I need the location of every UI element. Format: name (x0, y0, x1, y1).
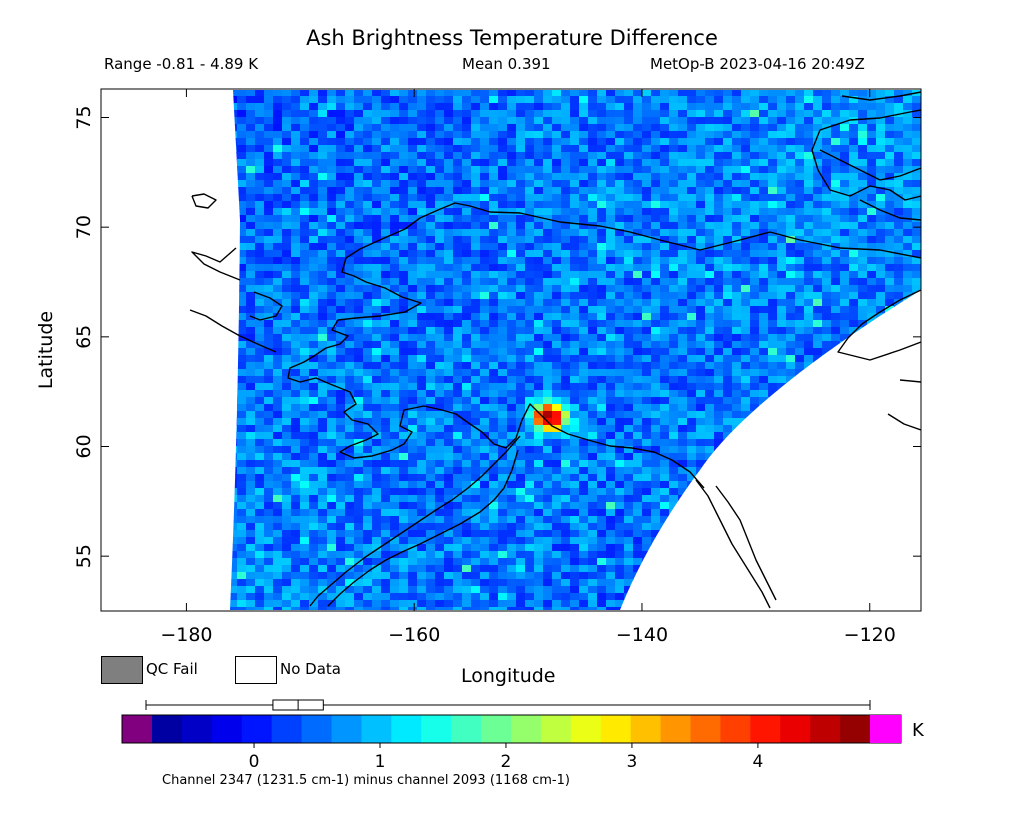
colorbar-tick-label: 0 (249, 752, 260, 772)
colorbar-unit: K (912, 720, 924, 741)
coastline-bc (837, 289, 921, 361)
no-data-swatch (235, 656, 277, 684)
colorbar-step (540, 715, 572, 743)
y-tick-label: 60 (73, 434, 95, 458)
colorbar-step (152, 715, 183, 743)
colorbar-step (391, 715, 422, 743)
coastline-canada-arctic (819, 109, 921, 221)
y-tick-label: 70 (73, 215, 95, 239)
qc-fail-swatch (101, 656, 143, 684)
colorbar-step (630, 715, 662, 743)
coastline-panhandle-2 (715, 485, 777, 601)
colorbar-step (331, 715, 362, 743)
y-axis: 55 60 65 70 75 (73, 105, 921, 568)
x-tick-label: −140 (616, 624, 668, 646)
colorbar-step (840, 715, 871, 743)
colorbar-step (780, 715, 811, 743)
colorbar-step (720, 715, 751, 743)
x-axis-label: Longitude (461, 665, 556, 687)
satellite-time-text: MetOp-B 2023-04-16 20:49Z (650, 55, 865, 73)
colorbar-step (690, 715, 721, 743)
coastline-peninsula-south (327, 449, 519, 607)
y-tick-label: 75 (73, 105, 95, 129)
range-text: Range -0.81 - 4.89 K (104, 55, 259, 73)
colorbar-underflow (122, 715, 152, 743)
coastline-island-2 (841, 91, 921, 101)
coastline-stlawrence (191, 193, 217, 209)
plot-frame (100, 88, 922, 612)
coastline-panhandle (695, 479, 771, 609)
colorbar-step (241, 715, 273, 743)
mean-text: Mean 0.391 (462, 55, 551, 73)
colorbar-tick-label: 2 (501, 752, 512, 772)
colorbar: 0 1 2 3 4 (121, 699, 902, 772)
x-tick-label: −180 (160, 624, 212, 646)
colorbar-step (810, 715, 841, 743)
colorbar-tick-label: 1 (375, 752, 386, 772)
coastline-island-1 (811, 129, 921, 201)
colorbar-overflow (870, 715, 901, 743)
y-tick-label: 65 (73, 325, 95, 349)
colorbar-step (511, 715, 542, 743)
y-axis-label: Latitude (35, 311, 57, 389)
x-tick-label: −160 (388, 624, 440, 646)
coastline-peninsula (309, 435, 521, 607)
coastline-alaska (287, 202, 921, 489)
qc-fail-label: QC Fail (146, 660, 198, 678)
colorbar-step (600, 715, 632, 743)
x-axis: −180 −160 −140 −120 (160, 89, 896, 646)
colorbar-tick-label: 3 (627, 752, 638, 772)
coastline (189, 91, 921, 609)
x-tick-label: −120 (844, 624, 896, 646)
colorbar-step (271, 715, 303, 743)
colorbar-step (211, 715, 243, 743)
colorbar-step (750, 715, 781, 743)
y-tick-label: 55 (73, 544, 95, 568)
chart-title: Ash Brightness Temperature Difference (306, 26, 718, 50)
colorbar-step (361, 715, 392, 743)
colorbar-step (570, 715, 602, 743)
colorbar-step (421, 715, 452, 743)
colorbar-step (301, 715, 332, 743)
colorbar-step (660, 715, 691, 743)
colorbar-tick-label: 4 (752, 752, 763, 772)
colorbar-step (451, 715, 482, 743)
coastline-canada-east (887, 379, 921, 431)
colorbar-caption: Channel 2347 (1231.5 cm-1) minus channel… (162, 773, 570, 788)
colorbar-step (181, 715, 213, 743)
colorbar-step (481, 715, 512, 743)
coastline-siberia (189, 247, 283, 353)
no-data-label: No Data (280, 660, 341, 678)
